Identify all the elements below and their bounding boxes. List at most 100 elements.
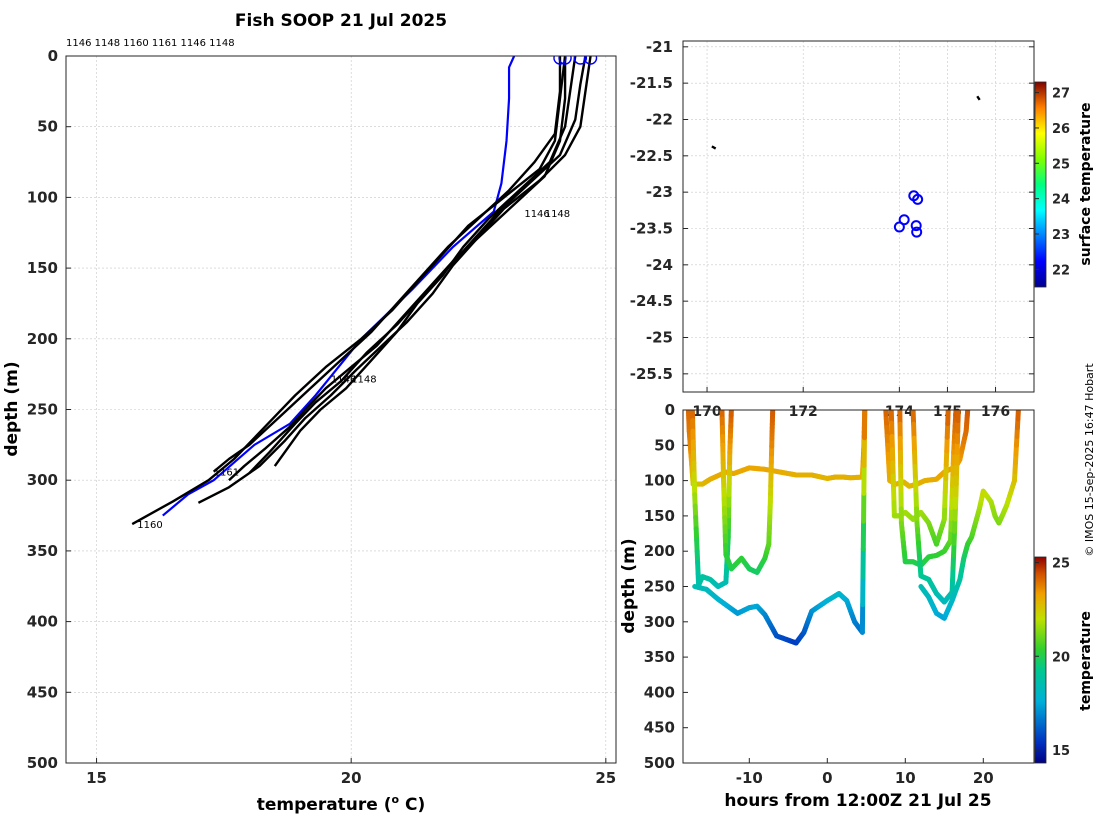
profile-x-tick-label: 20 bbox=[341, 769, 362, 787]
ship-track-segment bbox=[976, 95, 981, 101]
time-depth-xlabel: hours from 12:00Z 21 Jul 25 bbox=[724, 791, 991, 811]
profile-y-tick-label: 400 bbox=[27, 613, 58, 631]
chart-title: Fish SOOP 21 Jul 2025 bbox=[235, 11, 447, 31]
profile-x-tick-label: 15 bbox=[86, 769, 107, 787]
profile-y-tick-label: 100 bbox=[27, 188, 58, 206]
map-y-tick-label: -22 bbox=[646, 110, 673, 128]
time-depth-y-tick-label: 350 bbox=[644, 648, 675, 666]
time-depth-series bbox=[685, 410, 1021, 646]
temperature-colorbar-tick-label: 25 bbox=[1052, 557, 1070, 572]
surface-colorbar-tick-label: 24 bbox=[1052, 193, 1070, 208]
drop-location-marker bbox=[912, 193, 924, 205]
map-drops bbox=[711, 95, 981, 238]
surface-colorbar-tick-label: 27 bbox=[1052, 87, 1070, 102]
profile-line bbox=[131, 56, 567, 526]
time-depth-axes-box bbox=[682, 409, 1035, 764]
surface-marker bbox=[558, 56, 572, 65]
map-y-tick-label: -22.5 bbox=[630, 147, 673, 165]
profile-line bbox=[248, 56, 587, 474]
profile-y-tick-label: 250 bbox=[27, 401, 58, 419]
drop-location-marker bbox=[893, 221, 905, 233]
profile-chart: Fish SOOP 21 Jul 2025 1146 1148 1160 116… bbox=[2, 11, 617, 815]
time-depth-y-tick-label: 400 bbox=[644, 683, 675, 701]
profile-y-tick-label: 200 bbox=[27, 330, 58, 348]
time-depth-ylabel: depth (m) bbox=[619, 538, 639, 633]
map-x-tick-label: 170 bbox=[692, 404, 721, 420]
profile-y-tick-label: 0 bbox=[48, 47, 58, 65]
profile-id-label: 1148 bbox=[351, 374, 376, 385]
surface-colorbar-tick-label: 23 bbox=[1052, 228, 1070, 243]
map-x-tick-label: 172 bbox=[789, 404, 818, 420]
temperature-track bbox=[897, 410, 959, 568]
surface-colorbar-ticks: 22 23 24 25 26 27 bbox=[1035, 87, 1070, 278]
drop-location-marker bbox=[910, 220, 922, 232]
temperature-track bbox=[685, 410, 868, 487]
drop-location-marker bbox=[898, 214, 910, 226]
surface-colorbar-tick-label: 22 bbox=[1052, 263, 1070, 278]
profile-y-tick-label: 450 bbox=[27, 683, 58, 701]
profile-line bbox=[212, 56, 562, 473]
profile-id-label: 1146 bbox=[331, 374, 356, 385]
temperature-track bbox=[918, 410, 1021, 621]
profile-y-tick-label: 350 bbox=[27, 542, 58, 560]
map-y-tick-label: -24.5 bbox=[630, 292, 673, 310]
profile-y-tick-label: 500 bbox=[27, 754, 58, 772]
time-depth-y-tick-label: 0 bbox=[665, 401, 675, 419]
temperature-colorbar-ticks: 15 20 25 bbox=[1035, 557, 1070, 759]
surface-marker bbox=[583, 56, 598, 65]
map-axes-box bbox=[682, 40, 1035, 393]
map-y-tick-label: -25 bbox=[646, 328, 673, 346]
time-depth-y-tick-label: 300 bbox=[644, 613, 675, 631]
temperature-track bbox=[719, 410, 776, 575]
surface-temperature-colorbar bbox=[1034, 81, 1047, 288]
climatology-profile-line bbox=[162, 56, 516, 517]
profile-id-label: 1148 bbox=[545, 209, 570, 220]
time-depth-y-tick-label: 250 bbox=[644, 578, 675, 596]
profile-line bbox=[228, 56, 567, 482]
time-depth-y-tick-label: 50 bbox=[654, 436, 675, 454]
surface-colorbar-tick-label: 25 bbox=[1052, 157, 1070, 172]
time-depth-x-tick-label: 20 bbox=[973, 769, 994, 787]
drop-id-list: 1146 1148 1160 1161 1146 1148 bbox=[66, 38, 235, 49]
map-y-tick-label: -21 bbox=[646, 38, 673, 56]
profile-ylabel: depth (m) bbox=[2, 361, 22, 456]
time-depth-y-tick-label: 500 bbox=[644, 754, 675, 772]
temperature-track bbox=[689, 410, 734, 589]
profile-id-label: 1160 bbox=[137, 520, 162, 531]
surface-colorbar-label: surface temperature bbox=[1078, 102, 1094, 265]
profile-grid bbox=[66, 55, 616, 764]
profile-y-tick-label: 300 bbox=[27, 471, 58, 489]
temperature-colorbar-tick-label: 20 bbox=[1052, 650, 1070, 665]
map-grid bbox=[683, 41, 1034, 392]
profile-id-label: 1161 bbox=[214, 468, 239, 479]
map-y-tick-label: -25.5 bbox=[630, 365, 673, 383]
profile-x-tick-label: 25 bbox=[595, 769, 616, 787]
map-y-tick-label: -21.5 bbox=[630, 74, 673, 92]
drop-location-marker bbox=[911, 226, 923, 238]
temperature-colorbar-label: temperature bbox=[1078, 611, 1094, 711]
temperature-colorbar-tick-label: 15 bbox=[1052, 744, 1070, 759]
map-y-tick-label: -23 bbox=[646, 183, 673, 201]
map-tick-labels: 170172174175176-21-21.5-22-22.5-23-23.5-… bbox=[630, 38, 1034, 420]
surface-marker bbox=[573, 56, 588, 65]
time-depth-y-tick-label: 150 bbox=[644, 507, 675, 525]
surface-colorbar-tick-label: 26 bbox=[1052, 122, 1070, 137]
profile-id-label: 1146 bbox=[524, 209, 549, 220]
time-depth-x-tick-label: 10 bbox=[895, 769, 916, 787]
surface-marker bbox=[553, 56, 567, 65]
profile-y-tick-label: 50 bbox=[37, 118, 58, 136]
time-depth-y-tick-label: 100 bbox=[644, 472, 675, 490]
profile-xlabel: temperature (o C) bbox=[257, 793, 426, 815]
temperature-track bbox=[692, 410, 868, 646]
ship-track-segment bbox=[711, 145, 717, 150]
temperature-track bbox=[910, 410, 961, 605]
temperature-colorbar bbox=[1034, 556, 1047, 764]
time-depth-x-tick-label: -10 bbox=[736, 769, 763, 787]
profile-series bbox=[131, 56, 598, 526]
track-map: 170172174175176-21-21.5-22-22.5-23-23.5-… bbox=[630, 38, 1094, 420]
